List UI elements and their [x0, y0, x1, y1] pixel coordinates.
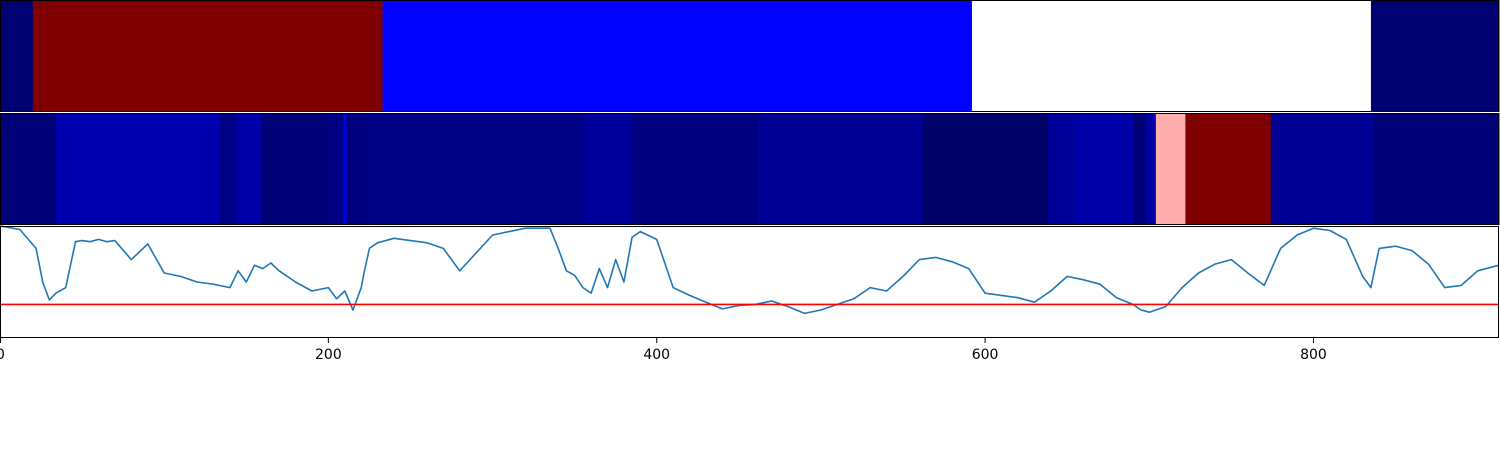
heatmap-middle-cell-11 [758, 113, 924, 225]
heatmap-middle-cell-15 [1132, 113, 1147, 225]
x-tick-label-600: 600 [972, 347, 999, 363]
heatmap-middle-cell-5 [330, 113, 344, 225]
heatmap-top-cell-0 [0, 0, 34, 112]
heatmap-top-cell-4 [1370, 0, 1500, 112]
heatmap-middle-frame [0, 113, 1499, 225]
line-plot-background [0, 226, 1499, 338]
heatmap-middle-cell-19 [1270, 113, 1375, 225]
heatmap-middle-cell-16 [1146, 113, 1157, 225]
series-line-0 [0, 225, 1500, 315]
x-tick-label-400: 400 [643, 347, 670, 363]
heatmap-middle-cell-18 [1185, 113, 1272, 225]
heatmap-middle-cell-12 [922, 113, 1048, 225]
heatmap-middle-cell-9 [582, 113, 633, 225]
heatmap-top-cell-1 [32, 0, 384, 112]
heatmap-middle-cell-8 [367, 113, 584, 225]
heatmap-middle-cell-3 [236, 113, 262, 225]
heatmap-middle-cell-7 [346, 113, 369, 225]
line-plot-panel [0, 225, 1500, 338]
x-axis: 0 200 400 600 800 [0, 338, 1327, 363]
heatmap-top-cell-3 [971, 0, 1372, 112]
heatmap-middle-cell-4 [261, 113, 331, 225]
heatmap-middle-cell-20 [1374, 113, 1500, 225]
x-tick-label-0: 0 [0, 347, 5, 363]
heatmap-panel-middle [0, 113, 1500, 225]
line-plot-frame [0, 226, 1499, 338]
heatmap-middle-cell-1 [55, 113, 221, 225]
heatmap-middle-cell-14 [1075, 113, 1134, 225]
heatmap-middle-cell-13 [1047, 113, 1076, 225]
x-tick-label-800: 800 [1300, 347, 1327, 363]
heatmap-top-cell-2 [382, 0, 973, 112]
heatmap-panel-top [0, 0, 1500, 112]
heatmap-top-frame [0, 0, 1499, 112]
heatmap-middle-cell-0 [0, 113, 57, 225]
x-tick-label-200: 200 [315, 347, 342, 363]
heatmap-middle-cell-10 [632, 113, 760, 225]
heatmap-middle-cell-17 [1155, 113, 1186, 225]
heatmap-middle-cell-6 [343, 113, 347, 225]
heatmap-middle-cell-2 [220, 113, 237, 225]
